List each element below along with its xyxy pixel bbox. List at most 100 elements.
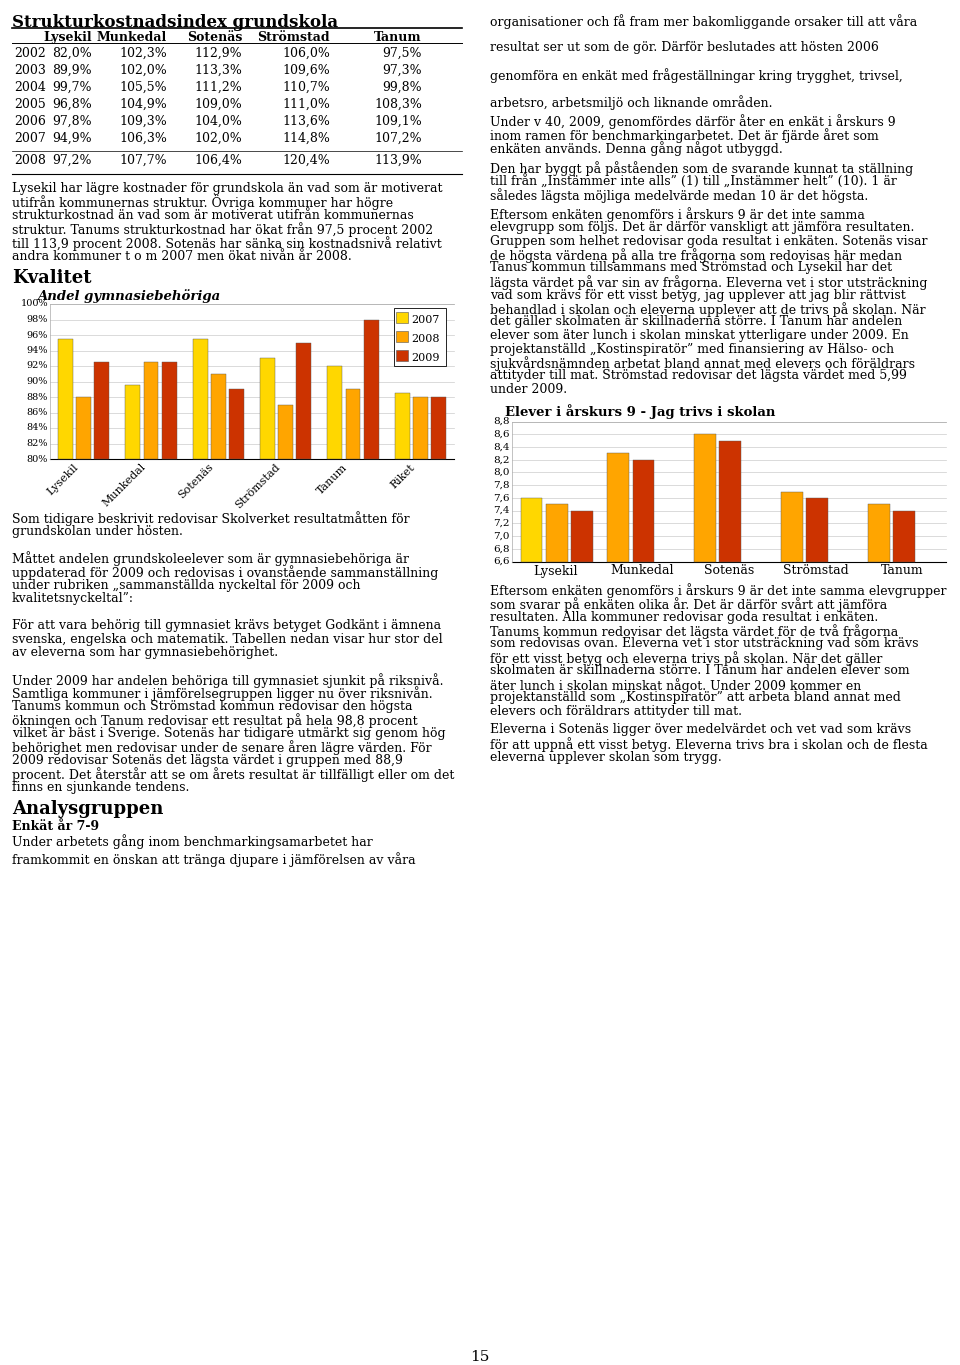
Text: 109,3%: 109,3% [119,115,167,128]
Bar [608,453,629,561]
Bar [394,308,446,366]
Text: Gruppen som helhet redovisar goda resultat i enkäten. Sotenäs visar: Gruppen som helhet redovisar goda result… [490,235,927,247]
Bar [571,511,592,561]
Bar [395,393,410,459]
Text: Lysekil: Lysekil [45,461,81,497]
Text: Munkedal: Munkedal [611,565,674,577]
Text: 96%: 96% [27,330,48,340]
Bar [781,491,803,561]
Text: struktur. Tanums strukturkostnad har ökat från 97,5 procent 2002: struktur. Tanums strukturkostnad har öka… [12,222,433,238]
Text: Den har byggt på påståenden som de svarande kunnat ta ställning: Den har byggt på påståenden som de svara… [490,161,913,176]
Text: strukturkostnad än vad som är motiverat utifrån kommunernas: strukturkostnad än vad som är motiverat … [12,209,414,222]
Text: 2008: 2008 [14,154,46,167]
Text: 2006: 2006 [14,115,46,128]
Text: sjukvårdsnämnden arbetat bland annat med elevers och föräldrars: sjukvårdsnämnden arbetat bland annat med… [490,356,915,371]
Bar [76,397,91,459]
Text: 120,4%: 120,4% [282,154,330,167]
Text: som redovisas ovan. Eleverna vet i stor utsträckning vad som krävs: som redovisas ovan. Eleverna vet i stor … [490,637,919,651]
Bar [327,366,342,459]
Text: 113,9%: 113,9% [374,154,422,167]
Text: 109,0%: 109,0% [194,98,242,111]
Text: uppdaterad för 2009 och redovisas i ovanstående sammanställning: uppdaterad för 2009 och redovisas i ovan… [12,565,439,580]
Text: 88%: 88% [27,393,48,401]
Text: 2009 redovisar Sotenäs det lägsta värdet i gruppen med 88,9: 2009 redovisar Sotenäs det lägsta värdet… [12,753,403,767]
Bar [297,343,311,459]
Text: 8,4: 8,4 [493,442,510,452]
Bar [126,385,140,459]
Text: 8,8: 8,8 [493,416,510,426]
Text: 111,2%: 111,2% [194,81,242,94]
Text: för att uppnå ett visst betyg. Eleverna trivs bra i skolan och de flesta: för att uppnå ett visst betyg. Eleverna … [490,737,927,752]
Text: som svarar på enkäten olika år. Det är därför svårt att jämföra: som svarar på enkäten olika år. Det är d… [490,597,887,612]
Text: finns en sjunkande tendens.: finns en sjunkande tendens. [12,781,189,794]
Text: Strukturkostnadsindex grundskola: Strukturkostnadsindex grundskola [12,14,338,31]
Text: Tanum: Tanum [881,565,924,577]
Text: 2007: 2007 [14,132,46,145]
Text: äter lunch i skolan minskat något. Under 2009 kommer en: äter lunch i skolan minskat något. Under… [490,678,861,693]
Text: Tanum: Tanum [374,31,422,44]
Text: 86%: 86% [27,408,48,416]
Text: 113,6%: 113,6% [282,115,330,128]
Text: 2008: 2008 [411,334,440,344]
Text: 111,0%: 111,0% [282,98,330,111]
Text: andra kommuner t o m 2007 men ökat nivån år 2008.: andra kommuner t o m 2007 men ökat nivån… [12,250,351,262]
Text: 106,0%: 106,0% [282,46,330,60]
Text: vilket är bäst i Sverige. Sotenäs har tidigare utmärkt sig genom hög: vilket är bäst i Sverige. Sotenäs har ti… [12,728,445,740]
Text: behandlad i skolan och eleverna upplever att de trivs på skolan. När: behandlad i skolan och eleverna upplever… [490,302,925,317]
Text: 15: 15 [470,1350,490,1364]
Text: Elever i årskurs 9 - Jag trivs i skolan: Elever i årskurs 9 - Jag trivs i skolan [505,404,776,419]
Text: Enkät år 7-9: Enkät år 7-9 [12,820,99,834]
Text: För att vara behörig till gymnasiet krävs betyget Godkänt i ämnena: För att vara behörig till gymnasiet kräv… [12,618,442,632]
Text: Tanums kommun redovisar det lägsta värdet för de två frågorna: Tanums kommun redovisar det lägsta värde… [490,624,899,639]
Text: 2003: 2003 [14,64,46,76]
Text: 90%: 90% [27,377,48,386]
Text: Lysekil har lägre kostnader för grundskola än vad som är motiverat: Lysekil har lägre kostnader för grundsko… [12,182,443,195]
Text: 2002: 2002 [14,46,46,60]
Text: framkommit en önskan att tränga djupare i jämförelsen av våra: framkommit en önskan att tränga djupare … [12,852,416,867]
Text: 99,7%: 99,7% [53,81,92,94]
Text: Andel gymnasiebehöriga: Andel gymnasiebehöriga [37,289,220,303]
Text: Strömstad: Strömstad [257,31,330,44]
Text: 8,0: 8,0 [493,468,510,476]
Text: Strömstad: Strömstad [234,461,282,511]
Bar [162,362,177,459]
Text: projektanställd som „Kostinspiratör” att arbeta bland annat med: projektanställd som „Kostinspiratör” att… [490,692,900,704]
Text: 89,9%: 89,9% [53,64,92,76]
Text: enkäten används. Denna gång något utbyggd.: enkäten används. Denna gång något utbygg… [490,142,782,157]
Bar [520,498,542,561]
Text: det gäller skolmaten är skillnaderna större. I Tanum har andelen: det gäller skolmaten är skillnaderna stö… [490,315,902,329]
Text: 102,0%: 102,0% [194,132,242,145]
Text: 84%: 84% [27,423,48,433]
Text: 2005: 2005 [14,98,46,111]
Text: Kvalitet: Kvalitet [12,269,91,287]
Text: elevers och föräldrars attityder till mat.: elevers och föräldrars attityder till ma… [490,704,742,718]
Text: 7,4: 7,4 [493,506,510,515]
Text: 80%: 80% [27,455,48,464]
Bar [893,511,915,561]
Bar [396,313,408,324]
Text: 7,8: 7,8 [493,480,510,490]
Text: 114,8%: 114,8% [282,132,330,145]
Bar [694,434,716,561]
Bar [396,330,408,343]
Text: 104,9%: 104,9% [119,98,167,111]
Text: Under v 40, 2009, genomfördes därför åter en enkät i årskurs 9: Under v 40, 2009, genomfördes därför åte… [490,115,896,130]
Bar [633,460,655,561]
Text: 98%: 98% [27,315,48,324]
Text: elevgrupp som följs. Det är därför vanskligt att jämföra resultaten.: elevgrupp som följs. Det är därför vansk… [490,221,914,233]
Bar [396,349,408,360]
Text: Tanus kommun tillsammans med Strömstad och Lysekil har det: Tanus kommun tillsammans med Strömstad o… [490,262,892,274]
Text: 7,2: 7,2 [493,519,510,528]
Text: 2004: 2004 [14,81,46,94]
Text: Sotenäs: Sotenäs [704,565,755,577]
Text: arbetsro, arbetsmiljö och liknande områden.: arbetsro, arbetsmiljö och liknande områd… [490,96,773,109]
Text: Eftersom enkäten genomförs i årskurs 9 är det inte samma: Eftersom enkäten genomförs i årskurs 9 ä… [490,207,865,222]
Text: lägsta värdet på var sin av frågorna. Eleverna vet i stor utsträckning: lägsta värdet på var sin av frågorna. El… [490,274,927,289]
Bar [229,389,244,459]
Bar [193,339,207,459]
Text: eleverna upplever skolan som trygg.: eleverna upplever skolan som trygg. [490,751,722,763]
Text: 112,9%: 112,9% [194,46,242,60]
Text: av eleverna som har gymnasiebehörighet.: av eleverna som har gymnasiebehörighet. [12,646,278,659]
Text: Under arbetets gång inom benchmarkingsamarbetet har: Under arbetets gång inom benchmarkingsam… [12,834,372,849]
Bar [144,362,158,459]
